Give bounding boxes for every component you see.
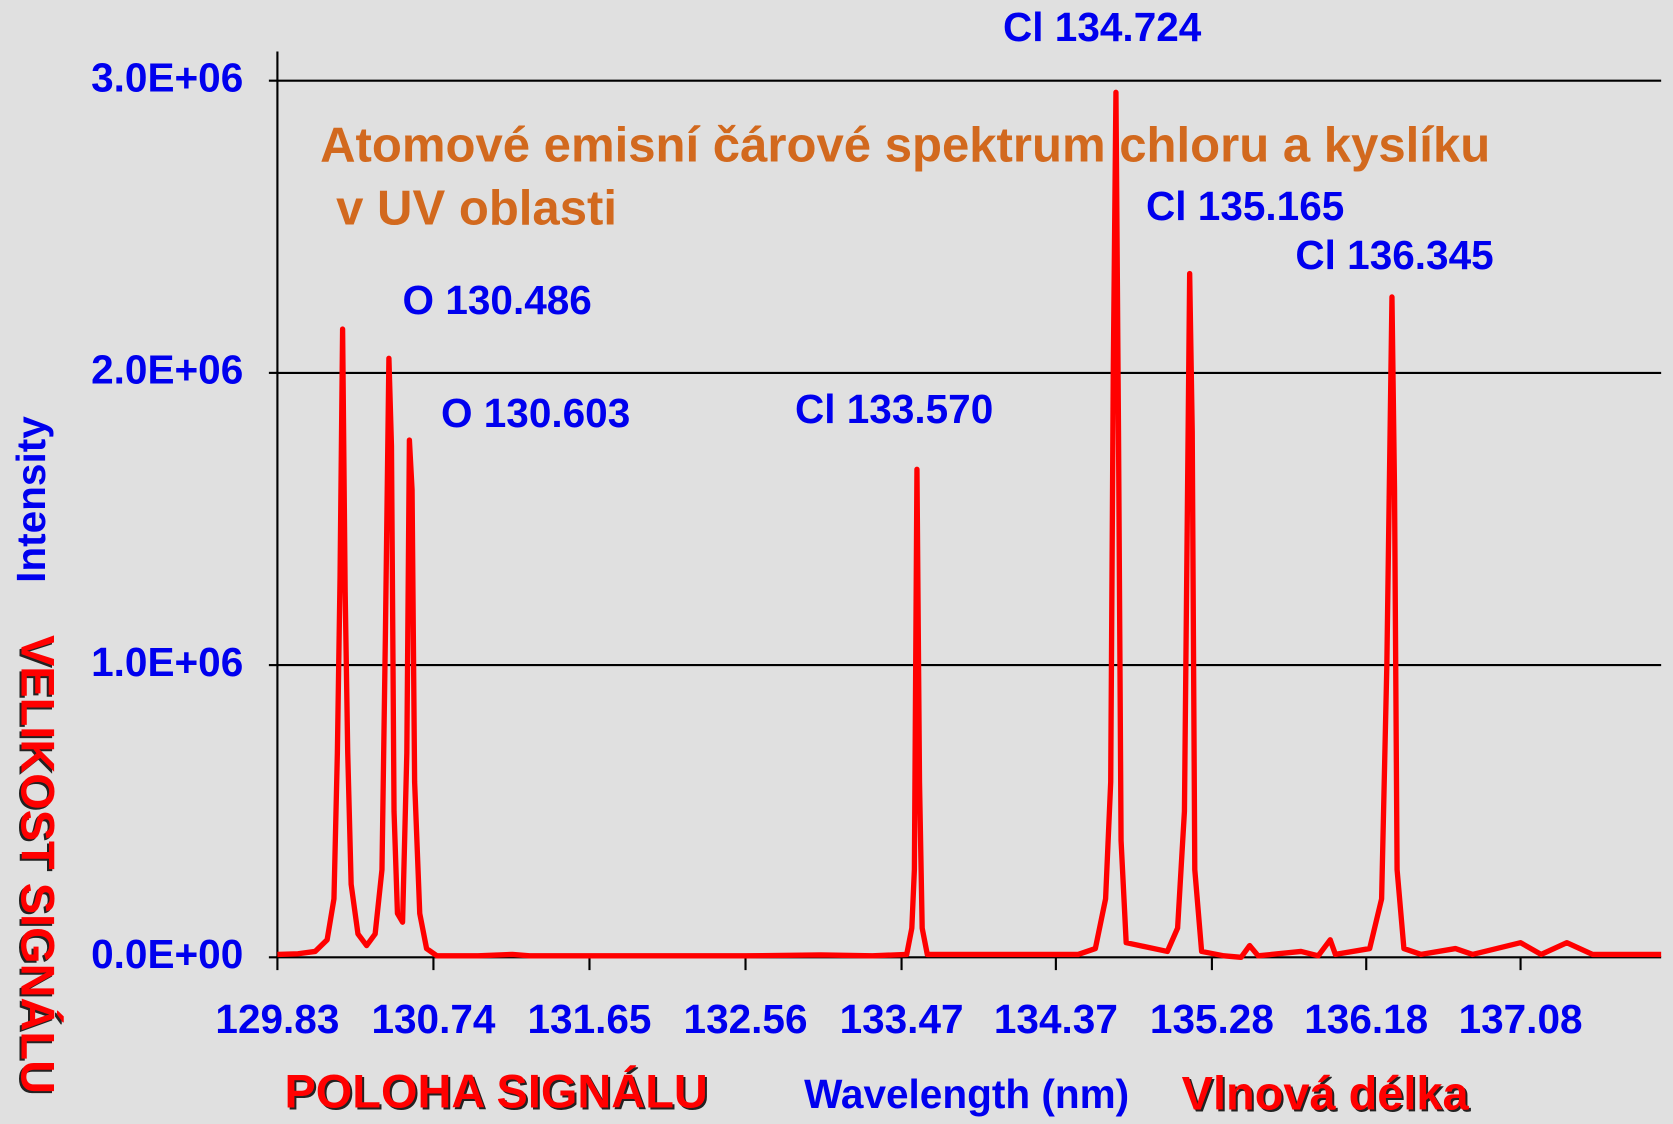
annotation: O 130.486 [403, 277, 592, 323]
spectrum-line [277, 89, 1662, 960]
x-axis-label: Wavelength (nm) [804, 1071, 1129, 1117]
annotation: Cl 134.724 [1003, 4, 1202, 50]
y-tick-label: 2.0E+06 [91, 347, 243, 393]
annotation: Cl 133.570 [795, 386, 993, 432]
x-tick-label: 129.83 [215, 996, 339, 1042]
annotation: Cl 135.165 [1146, 183, 1344, 229]
x-tick-label: 135.28 [1150, 996, 1274, 1042]
x-tick-label: 134.37 [994, 996, 1118, 1042]
annotation: POLOHA SIGNÁLU [284, 1065, 707, 1117]
x-tick-label: 137.08 [1459, 996, 1583, 1042]
y-axis-label: Intensity [8, 416, 54, 583]
x-tick-label: 130.74 [371, 996, 495, 1042]
y-tick-label: 0.0E+00 [91, 931, 243, 977]
x-tick-label: 131.65 [527, 996, 651, 1042]
x-tick-label: 133.47 [840, 996, 964, 1042]
y-tick-label: 3.0E+06 [91, 54, 243, 100]
annotation: VELIKOST SIGNÁLU [12, 635, 64, 1094]
annotation: O 130.603 [441, 390, 630, 436]
x-tick-label: 132.56 [684, 996, 808, 1042]
annotation: Vlnová délka [1182, 1067, 1470, 1119]
x-tick-label: 136.18 [1304, 996, 1428, 1042]
annotation: Cl 136.345 [1295, 232, 1493, 278]
y-tick-label: 1.0E+06 [91, 639, 243, 685]
chart-title: Atomové emisní čárové spektrum chloru a … [320, 119, 1490, 173]
chart-title: v UV oblasti [336, 181, 617, 235]
